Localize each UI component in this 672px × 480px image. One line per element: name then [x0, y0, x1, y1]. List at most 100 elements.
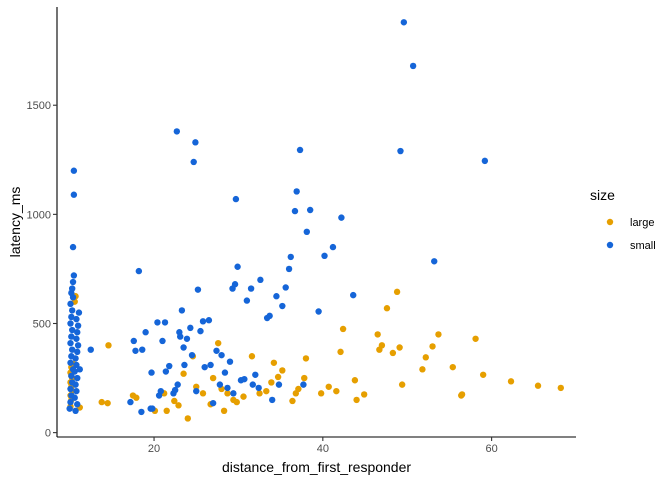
- data-point-small: [68, 285, 76, 292]
- data-point-large: [374, 331, 381, 338]
- data-point-large: [479, 371, 487, 378]
- data-point-large: [534, 382, 542, 389]
- data-point-small: [481, 157, 489, 165]
- data-point-small: [209, 399, 217, 407]
- data-point-small: [67, 359, 74, 366]
- data-point-small: [431, 258, 438, 265]
- data-point-small: [180, 344, 187, 351]
- data-point-small: [287, 253, 294, 261]
- legend-label-small: small: [630, 240, 656, 252]
- data-point-small: [188, 351, 196, 359]
- data-point-small: [76, 366, 83, 373]
- data-point-small: [221, 369, 229, 376]
- data-point-large: [419, 366, 426, 373]
- y-axis-ticks: 0 500 1000 1500: [27, 100, 57, 440]
- data-point-small: [171, 386, 179, 394]
- data-point-small: [400, 19, 408, 26]
- data-point-small: [161, 319, 169, 326]
- data-point-large: [240, 393, 247, 400]
- data-point-small: [75, 309, 83, 316]
- data-point-small: [154, 319, 161, 326]
- data-point-small: [135, 267, 143, 275]
- data-point-small: [130, 337, 137, 345]
- x-axis-ticks: 20 40 60: [148, 437, 498, 455]
- data-point-small: [226, 358, 234, 365]
- legend-items: large small: [606, 217, 656, 252]
- data-point-large: [351, 377, 359, 384]
- data-point-small: [71, 394, 78, 401]
- data-point-small: [291, 207, 299, 215]
- data-point-small: [218, 351, 225, 359]
- data-point-small: [67, 398, 74, 406]
- data-point-small: [74, 348, 81, 356]
- x-axis-title: distance_from_first_responder: [222, 459, 411, 475]
- data-point-large: [104, 399, 111, 407]
- data-point-small: [216, 381, 224, 388]
- data-point-large: [422, 354, 429, 361]
- data-point-small: [255, 384, 262, 392]
- data-point-small: [279, 302, 286, 310]
- data-point-small: [72, 407, 79, 415]
- legend-title: size: [590, 187, 615, 203]
- data-point-large: [289, 397, 296, 405]
- series-small: [66, 19, 489, 416]
- data-point-small: [243, 297, 251, 304]
- data-point-large: [389, 349, 397, 357]
- data-point-small: [132, 347, 139, 354]
- data-point-small: [138, 408, 145, 416]
- data-point-small: [74, 401, 81, 408]
- data-point-large: [233, 398, 240, 406]
- data-point-small: [166, 362, 173, 370]
- data-point-small: [69, 243, 77, 251]
- data-point-large: [248, 353, 256, 360]
- data-point-small: [207, 361, 214, 369]
- data-point-large: [214, 339, 222, 347]
- data-point-small: [350, 291, 357, 299]
- series-large: [67, 288, 565, 422]
- data-point-large: [449, 363, 456, 371]
- data-point-small: [67, 320, 74, 327]
- data-point-small: [72, 355, 79, 362]
- data-point-small: [257, 276, 264, 284]
- data-point-small: [68, 307, 76, 314]
- data-point-small: [177, 333, 184, 340]
- data-point-large: [171, 397, 178, 405]
- data-point-small: [74, 329, 81, 336]
- legend-key-small: [606, 241, 614, 249]
- data-point-small: [285, 265, 293, 273]
- data-point-small: [73, 361, 80, 369]
- data-point-small: [87, 346, 94, 353]
- data-point-large: [224, 390, 231, 397]
- data-point-small: [181, 361, 188, 369]
- data-point-small: [241, 375, 248, 383]
- data-point-large: [435, 331, 442, 338]
- data-point-small: [187, 324, 194, 332]
- points-layer: [66, 19, 565, 422]
- data-point-large: [220, 407, 228, 415]
- data-point-large: [180, 370, 187, 377]
- data-point-small: [197, 327, 204, 335]
- data-point-small: [205, 317, 213, 324]
- data-point-small: [397, 147, 404, 155]
- data-point-large: [295, 385, 302, 393]
- data-point-large: [458, 391, 466, 398]
- data-point-small: [67, 300, 74, 308]
- data-point-small: [178, 307, 186, 314]
- data-point-small: [69, 278, 77, 286]
- y-axis-title: latency_ms: [7, 187, 23, 258]
- data-point-large: [184, 415, 192, 422]
- data-point-small: [247, 285, 255, 292]
- data-point-small: [303, 228, 310, 236]
- data-point-large: [209, 374, 217, 382]
- data-point-large: [301, 374, 308, 382]
- data-point-small: [68, 326, 76, 334]
- data-point-large: [105, 342, 112, 349]
- data-point-small: [230, 390, 237, 397]
- data-point-small: [70, 167, 78, 174]
- data-point-small: [321, 252, 328, 260]
- data-point-small: [199, 318, 207, 325]
- data-point-large: [353, 396, 360, 404]
- data-point-small: [162, 368, 170, 375]
- x-tick-label: 60: [485, 443, 497, 455]
